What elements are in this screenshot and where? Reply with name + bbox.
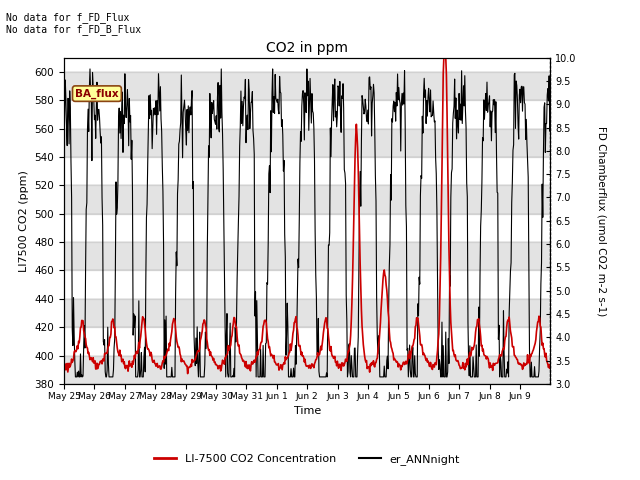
Y-axis label: FD Chamberflux (umol CO2 m-2 s-1): FD Chamberflux (umol CO2 m-2 s-1): [596, 126, 606, 316]
Bar: [64, 299, 550, 327]
Bar: [64, 129, 550, 157]
Bar: [64, 242, 550, 270]
Legend: LI-7500 CO2 Concentration, er_ANNnight: LI-7500 CO2 Concentration, er_ANNnight: [150, 450, 465, 469]
Text: No data for f_FD_B_Flux: No data for f_FD_B_Flux: [6, 24, 141, 35]
Y-axis label: LI7500 CO2 (ppm): LI7500 CO2 (ppm): [19, 170, 29, 272]
Bar: [64, 356, 550, 384]
Bar: [64, 72, 550, 100]
Text: BA_flux: BA_flux: [75, 88, 119, 99]
Title: CO2 in ppm: CO2 in ppm: [266, 41, 348, 55]
Bar: [64, 185, 550, 214]
X-axis label: Time: Time: [294, 406, 321, 416]
Text: No data for f_FD_Flux: No data for f_FD_Flux: [6, 12, 130, 23]
